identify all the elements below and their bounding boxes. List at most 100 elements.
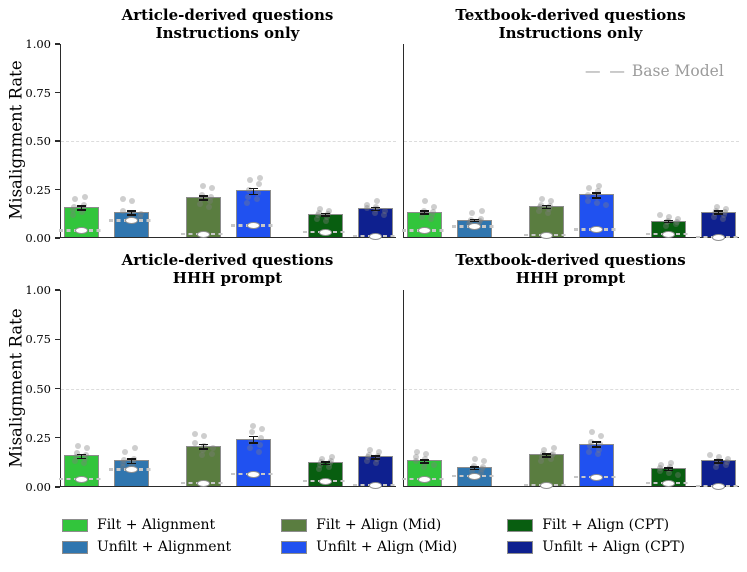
y-tick-mark [55, 91, 60, 94]
scatter-point [328, 454, 335, 461]
legend-swatch-filt-align-mid [281, 518, 308, 532]
scatter-point [595, 188, 602, 195]
legend-label: Filt + Align (CPT) [542, 517, 670, 533]
error-bar-cap-bottom [664, 469, 673, 472]
error-bar [667, 219, 670, 224]
scatter-point [597, 440, 604, 447]
panel-title-textbook-hhh: Textbook-derived questions HHH prompt [403, 251, 738, 287]
legend-label: Unfilt + Alignment [96, 539, 232, 555]
error-bar [423, 210, 426, 216]
scatter-point [257, 434, 264, 441]
scatter-point [672, 221, 679, 228]
error-bar [130, 209, 133, 216]
scatter-point [721, 208, 728, 215]
plot-area-article-hhh: 0.00 0.25 0.50 0.75 1.00 [25, 283, 398, 494]
scatter-point [324, 213, 331, 220]
scatter-point [191, 439, 198, 446]
y-tick-label: 0.00 [25, 480, 51, 494]
base-model-marker [540, 481, 553, 489]
scatter-point [255, 190, 261, 197]
scatter-point [364, 458, 371, 465]
y-tick-label: 0.25 [25, 430, 51, 445]
error-bar-cap-bottom [420, 462, 429, 464]
scatter-point [593, 200, 600, 207]
scatter-point [81, 460, 88, 467]
base-model-marker [197, 479, 210, 487]
scatter-point [658, 462, 665, 469]
scatter-point [550, 444, 557, 451]
scatter-point [245, 194, 252, 201]
base-model-marker [712, 233, 725, 241]
scatter-point [674, 472, 681, 479]
y-tick-label: 0.50 [25, 134, 51, 148]
scatter-point [586, 448, 593, 455]
scatter-point [656, 211, 663, 218]
scatter-point [720, 215, 726, 222]
base-model-marker [662, 230, 675, 238]
panel-title-article-hhh: Article-derived questions HHH prompt [60, 251, 395, 287]
scatter-point [74, 449, 80, 456]
scatter-point [706, 452, 713, 459]
scatter-point [209, 444, 216, 451]
scatter-point [419, 209, 426, 216]
scatter-point [477, 470, 484, 477]
error-bar-cap-bottom [470, 468, 479, 471]
scatter-point [602, 202, 609, 209]
gridline-0-50 [404, 388, 739, 390]
scatter-point [136, 213, 143, 220]
error-bar-cap-top [249, 435, 258, 438]
legend-label: Unfilt + Align (CPT) [542, 539, 685, 555]
legend-item-unfilt-align-mid: Unfilt + Align (Mid) [281, 539, 457, 555]
scatter-point [246, 176, 253, 183]
scatter-point [366, 452, 373, 459]
error-bar-cap-bottom [420, 213, 429, 216]
scatter-point [317, 205, 324, 212]
scatter-point [596, 446, 603, 453]
legend-swatch-unfilt-alignment [61, 540, 88, 554]
base-model-marker [75, 226, 88, 234]
scatter-point [323, 217, 330, 224]
title-line-1: Article-derived questions [121, 6, 334, 24]
scatter-point [82, 194, 89, 201]
error-bar-cap-top [420, 210, 429, 213]
scatter-point [538, 202, 545, 209]
scatter-point [79, 208, 86, 215]
scatter-point [657, 465, 664, 472]
error-bar-cap-top [321, 212, 330, 215]
base-model-marker [662, 479, 675, 487]
scatter-point [122, 448, 129, 455]
legend-swatch-filt-alignment [61, 518, 88, 532]
scatter-point [317, 462, 324, 469]
scatter-point [595, 450, 602, 457]
scatter-point [71, 203, 78, 210]
legend: Filt + Alignment Unfilt + Alignment Filt +… [0, 517, 747, 555]
scatter-point [80, 205, 87, 212]
scatter-point [720, 211, 727, 218]
scatter-point [72, 196, 79, 203]
error-bar [374, 455, 377, 460]
scatter-point [367, 446, 374, 453]
scatter-point [137, 210, 144, 217]
error-bar [374, 206, 377, 212]
y-tick-label: 0.75 [25, 332, 51, 347]
scatter-point [548, 456, 554, 463]
error-bar-cap-bottom [664, 221, 673, 224]
error-bar [595, 191, 598, 199]
error-bar [202, 195, 205, 202]
scatter-point [244, 200, 251, 207]
error-bar-cap-bottom [470, 220, 479, 223]
error-bar [202, 443, 205, 450]
error-bar-cap-bottom [127, 213, 136, 216]
error-bar-cap-bottom [199, 447, 208, 450]
error-bar [667, 467, 670, 472]
plot-area-textbook-instructions [402, 44, 741, 241]
error-bar-cap-bottom [321, 463, 330, 466]
base-model-marker [418, 475, 431, 483]
scatter-point [255, 180, 262, 187]
y-tick-label: 0.25 [25, 182, 51, 197]
scatter-point [430, 462, 437, 469]
scatter-point [430, 203, 437, 210]
scatter-point [723, 459, 730, 466]
scatter-point [318, 456, 325, 463]
